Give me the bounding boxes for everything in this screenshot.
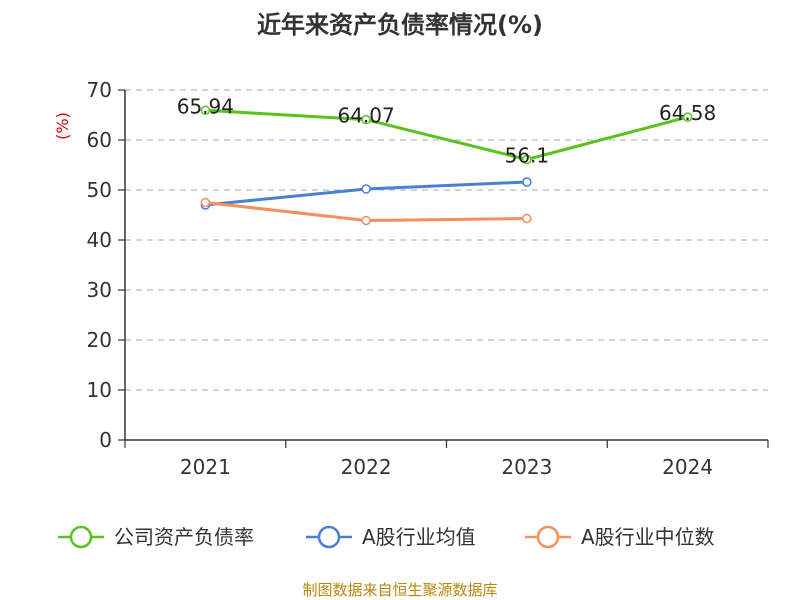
- source-note: 制图数据来自恒生聚源数据库: [302, 581, 497, 599]
- data-label: 56.1: [505, 144, 550, 168]
- y-tick-label: 60: [87, 128, 112, 152]
- y-tick-label: 0: [99, 428, 112, 452]
- gridlines: [125, 89, 768, 391]
- y-tick-label: 50: [87, 178, 112, 202]
- data-point: [361, 215, 371, 226]
- series-group: [200, 105, 693, 226]
- data-label: 65.94: [177, 94, 234, 118]
- legend: 公司资产负债率 A股行业均值 A股行业中位数: [58, 525, 715, 549]
- axes: [124, 90, 768, 441]
- y-tick-label: 20: [87, 328, 112, 352]
- legend-label: A股行业中位数: [581, 525, 715, 549]
- data-point: [361, 114, 371, 125]
- data-point: [522, 177, 532, 187]
- legend-label: A股行业均值: [362, 525, 476, 549]
- data-point: [200, 197, 211, 208]
- x-tick-label: 2022: [341, 455, 392, 479]
- legend-swatch-marker: [536, 525, 560, 549]
- legend-label: 公司资产负债率: [114, 525, 254, 549]
- data-point: [200, 105, 211, 116]
- x-tick-label: 2023: [501, 455, 552, 479]
- series-line-0: [205, 108, 689, 161]
- y-axis-ticks: 0 10 20 30 40 50 60 70: [87, 78, 125, 452]
- data-point: [522, 213, 532, 224]
- y-axis-unit-label: (%): [53, 112, 72, 140]
- legend-swatch-marker: [69, 525, 93, 549]
- legend-swatch-marker: [317, 525, 341, 549]
- data-point: [682, 112, 693, 122]
- y-tick-label: 30: [87, 278, 112, 302]
- x-tick-label: 2021: [180, 455, 231, 479]
- y-tick-label: 70: [87, 78, 112, 102]
- chart-title: 近年来资产负债率情况(%): [257, 11, 543, 39]
- data-point: [522, 154, 532, 165]
- data-point: [361, 184, 371, 194]
- data-labels: 65.94 64.07 56.1 64.58: [177, 94, 717, 167]
- data-label: 64.58: [659, 101, 716, 125]
- x-axis-ticks: 2021 2022 2023 2024: [124, 440, 769, 479]
- y-tick-label: 10: [87, 378, 112, 402]
- data-label: 64.07: [337, 104, 394, 128]
- y-tick-label: 40: [87, 228, 112, 252]
- x-tick-label: 2024: [662, 455, 713, 479]
